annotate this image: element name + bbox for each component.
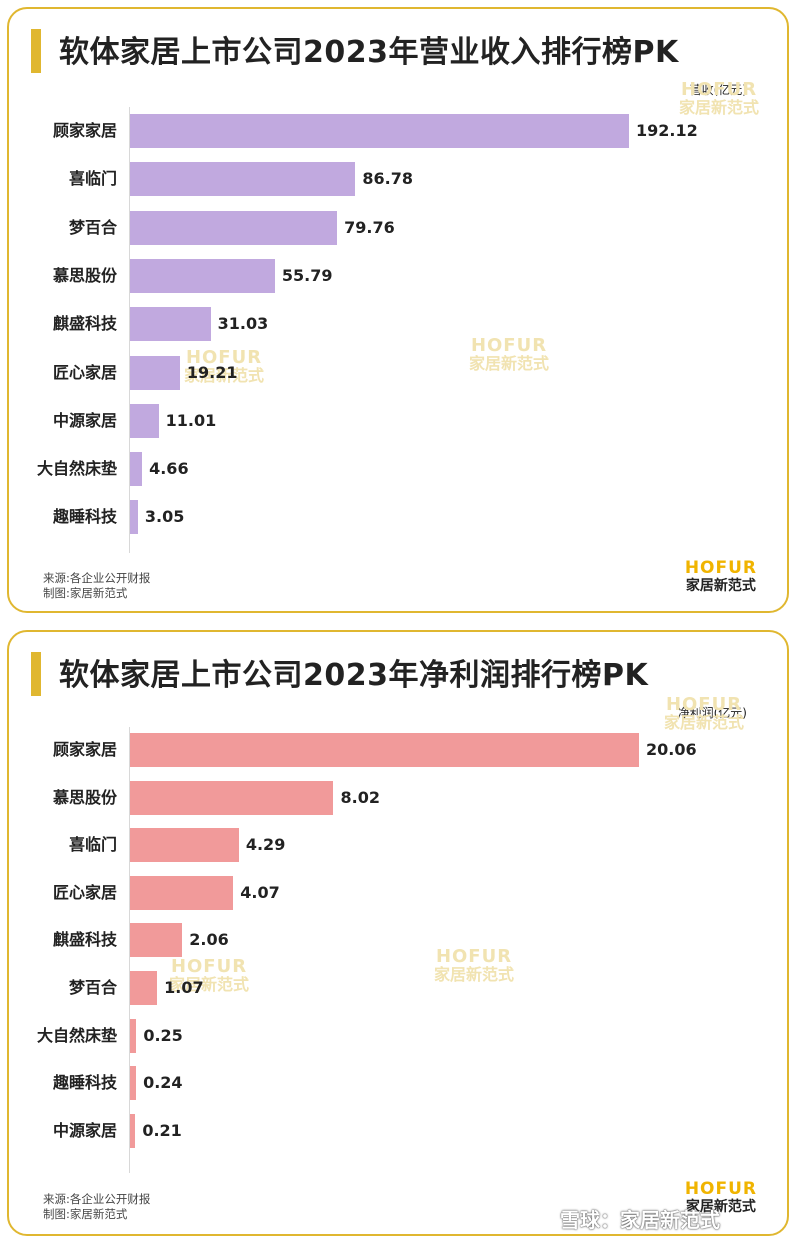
value-label: 2.06	[189, 930, 229, 950]
bar	[130, 780, 334, 815]
category-label: 顾家家居	[52, 121, 117, 140]
bar	[130, 210, 338, 245]
maker-note: 制图:家居新范式	[43, 1207, 128, 1221]
value-label: 0.24	[143, 1073, 183, 1093]
watermark: HOFUR 家居新范式	[184, 347, 265, 385]
category-label: 大自然床垫	[36, 1025, 117, 1045]
category-label: 大自然床垫	[36, 459, 117, 479]
bar	[130, 307, 211, 342]
y-axis-line	[129, 107, 130, 553]
category-label: 喜临门	[68, 169, 117, 189]
bar	[130, 923, 183, 958]
revenue-chart-card: 软体家居上市公司2023年营业收入排行榜PK 营收(亿元) HOFUR 家居新范式…	[7, 7, 789, 613]
bar	[130, 452, 143, 487]
value-label: 8.02	[340, 787, 380, 807]
category-label: 麒盛科技	[52, 314, 117, 334]
category-label: 匠心家居	[52, 882, 117, 902]
hofur-logo: HOFUR 家居新范式	[684, 558, 757, 594]
value-label: 4.66	[149, 459, 189, 479]
value-label: 31.03	[217, 314, 269, 334]
watermark: HOFUR 家居新范式	[434, 946, 515, 984]
unit-label: 营收(亿元)	[689, 83, 747, 97]
watermark: HOFUR 家居新范式	[664, 694, 745, 732]
category-label: 趣睡科技	[52, 507, 117, 527]
category-label: 梦百合	[68, 978, 117, 997]
category-label: 梦百合	[68, 217, 117, 237]
value-label: 192.12	[636, 121, 698, 140]
unit-label: 净利润(亿元)	[677, 706, 747, 720]
category-label: 喜临门	[68, 835, 117, 855]
value-label: 0.25	[143, 1025, 183, 1045]
bar	[130, 403, 159, 438]
value-label: 20.06	[646, 740, 697, 759]
title-accent-bar	[31, 29, 41, 73]
value-label: 1.07	[164, 978, 204, 997]
profit-chart-card: 软体家居上市公司2023年净利润排行榜PK 净利润(亿元) HOFUR 家居新范式…	[7, 630, 789, 1236]
value-label: 4.29	[245, 835, 286, 855]
watermark: HOFUR 家居新范式	[169, 956, 250, 994]
value-label: 11.01	[165, 410, 217, 430]
value-label: 3.05	[144, 507, 185, 527]
bar	[130, 355, 180, 390]
category-label: 中源家居	[52, 1120, 117, 1140]
value-label: 0.21	[142, 1120, 182, 1140]
bar	[130, 162, 356, 197]
bar	[130, 1018, 137, 1053]
value-label: 55.79	[281, 265, 333, 285]
bar	[130, 971, 158, 1005]
bar	[130, 1113, 136, 1148]
chart-title: 软体家居上市公司2023年营业收入排行榜PK	[59, 35, 679, 70]
source-note: 来源:各企业公开财报	[43, 1192, 151, 1206]
maker-note: 制图:家居新范式	[43, 586, 128, 600]
category-label: 慕思股份	[52, 787, 117, 807]
source-note: 来源:各企业公开财报	[43, 571, 151, 585]
watermark: HOFUR 家居新范式	[679, 79, 760, 117]
value-label: 4.07	[240, 882, 280, 902]
bar	[130, 828, 239, 863]
value-label: 79.76	[344, 217, 395, 237]
category-label: 中源家居	[52, 410, 117, 430]
chart-title: 软体家居上市公司2023年净利润排行榜PK	[59, 658, 649, 693]
value-label: 19.21	[186, 362, 238, 382]
category-label: 趣睡科技	[52, 1073, 117, 1093]
title-accent-bar	[31, 652, 41, 696]
category-label: 麒盛科技	[52, 930, 117, 950]
hofur-logo: HOFUR 家居新范式	[684, 1179, 757, 1215]
bar	[130, 258, 275, 293]
bar	[130, 500, 138, 535]
category-label: 匠心家居	[52, 362, 117, 382]
bar	[130, 1066, 137, 1101]
watermark: HOFUR 家居新范式	[469, 335, 550, 373]
bar	[130, 114, 629, 148]
category-label: 顾家家居	[52, 740, 117, 759]
bar	[130, 875, 234, 910]
platform-watermark: 雪球：家居新范式	[560, 1208, 720, 1232]
bar	[130, 733, 639, 767]
category-label: 慕思股份	[52, 265, 117, 285]
y-axis-line	[129, 727, 130, 1173]
value-label: 86.78	[362, 169, 413, 189]
